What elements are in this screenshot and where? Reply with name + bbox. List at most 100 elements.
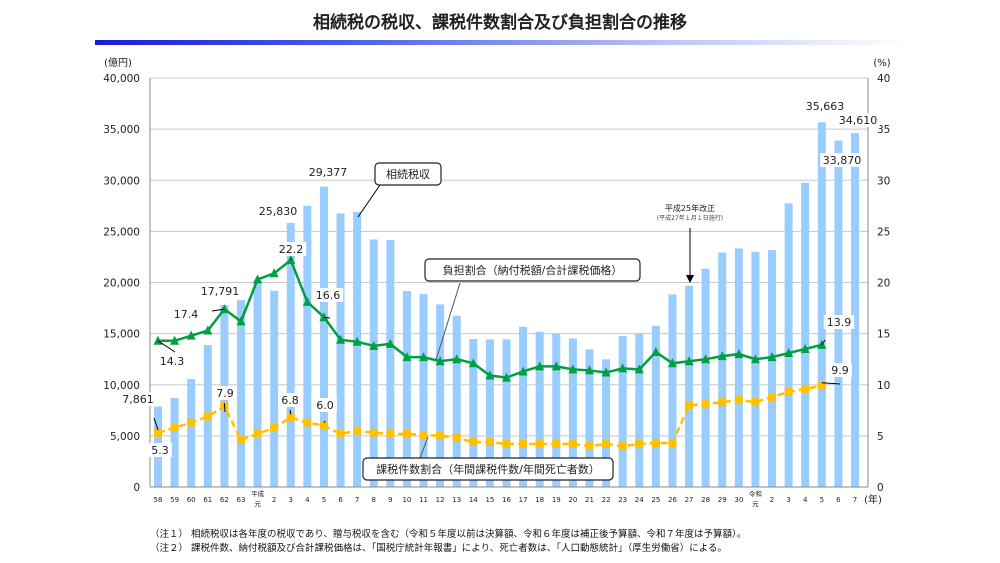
count-ratio-point <box>203 412 212 421</box>
chart-title: 相続税の税収、課税件数割合及び負担割合の推移 <box>313 13 687 33</box>
x-tick-label: 28 <box>701 496 710 504</box>
x-tick-label: 5 <box>322 496 326 504</box>
revenue-callout: 相続税収 <box>386 167 430 181</box>
burden-ratio-point <box>684 356 694 366</box>
count-ratio-data-label-bg <box>148 443 172 457</box>
bar-10 <box>402 291 411 487</box>
x-tick-label: 16 <box>502 496 511 504</box>
x-tick-label: 13 <box>452 496 461 504</box>
count-ratio-point <box>535 440 544 449</box>
bar-23 <box>618 336 627 487</box>
burden-ratio-point <box>385 338 395 348</box>
bar-12 <box>436 304 445 487</box>
x-tick-label: 4 <box>803 496 808 504</box>
count-ratio-point <box>236 435 245 444</box>
burden-ratio-data-label: 17.4 <box>174 308 199 321</box>
x-tick-label: 17 <box>519 496 528 504</box>
count-ratio-point <box>336 429 345 438</box>
left-tick-label: 20,000 <box>103 278 140 290</box>
x-tick-label: 15 <box>485 496 494 504</box>
note-2: （注２） 課税件数、納付税額及び合計課税価格は、「国税庁統計年報書」により、死亡… <box>150 543 727 554</box>
bar-11 <box>419 294 428 487</box>
bar-28 <box>701 268 710 487</box>
bar-6 <box>834 140 843 487</box>
count-ratio-point <box>817 381 826 390</box>
burden-ratio-point <box>502 372 511 382</box>
burden-callout-leader <box>435 282 461 361</box>
bar-17 <box>519 326 528 487</box>
bar-6 <box>336 213 345 487</box>
count-ratio-point <box>319 421 328 430</box>
right-tick-label: 35 <box>877 124 890 136</box>
bar-data-label-bg <box>803 99 847 113</box>
count-ratio-data-label: 9.9 <box>831 364 849 377</box>
bar-7 <box>851 133 859 488</box>
count-ratio-point <box>154 428 162 437</box>
bar-18 <box>535 331 544 487</box>
right-tick-label: 20 <box>877 278 890 290</box>
count-ratio-data-label: 6.0 <box>316 399 334 412</box>
x-tick-label: 29 <box>718 496 727 504</box>
count-label-leader <box>289 409 292 415</box>
burden-ratio-data-label: 13.9 <box>827 316 852 329</box>
right-tick-label: 0 <box>877 482 884 494</box>
burden-ratio-point <box>203 325 213 335</box>
x-tick-label: 3 <box>289 496 293 504</box>
burden-ratio-point <box>319 312 329 322</box>
bar-15 <box>485 339 494 487</box>
bar-data-label: 7,861 <box>122 393 154 406</box>
bar-13 <box>452 315 461 487</box>
bar-9 <box>386 240 395 487</box>
x-tick-label: 21 <box>585 496 594 504</box>
bar-2 <box>768 250 777 487</box>
count-ratio-point <box>386 429 395 438</box>
burden-ratio-point <box>601 367 611 377</box>
burden-ratio-point <box>651 347 661 357</box>
burden-ratio-data-label-bg <box>170 307 202 321</box>
x-tick-label: 5 <box>820 496 824 504</box>
burden-ratio-data-label: 14.3 <box>160 355 185 368</box>
left-axis-unit: (億円) <box>104 56 132 69</box>
count-ratio-data-label-bg <box>313 398 337 412</box>
burden-ratio-point <box>468 358 478 368</box>
x-tick-label: 58 <box>154 496 163 504</box>
burden-ratio-point <box>170 335 180 345</box>
count-ratio-point <box>369 428 378 437</box>
burden-ratio-point <box>302 296 312 306</box>
burden-callout: 負担割合（納付税額/合計課税価格） <box>443 263 623 277</box>
x-tick-label: 元 <box>752 500 759 508</box>
count-ratio-data-label: 6.8 <box>281 394 299 407</box>
count-callout: 課税件数割合（年間課税件数/年間死亡者数） <box>376 462 600 476</box>
count-callout-leader <box>419 436 429 459</box>
count-ratio-point <box>519 440 528 449</box>
count-ratio-point <box>402 429 411 438</box>
count-ratio-point <box>668 439 677 448</box>
count-ratio-point <box>452 433 461 442</box>
bar-data-label-bg <box>198 284 242 298</box>
count-ratio-data-label-bg <box>828 363 852 377</box>
revenue-callout-leader <box>357 184 381 218</box>
x-tick-label: 2 <box>272 496 276 504</box>
x-tick-label: 63 <box>237 496 246 504</box>
x-tick-label: 12 <box>436 496 445 504</box>
x-tick-label: 23 <box>618 496 627 504</box>
burden-ratio-point <box>618 363 628 373</box>
count-ratio-point <box>801 384 810 393</box>
count-ratio-point <box>635 440 644 449</box>
count-ratio-data-label-bg <box>278 393 302 407</box>
x-axis-unit: (年) <box>864 493 882 506</box>
x-tick-label: 25 <box>651 496 660 504</box>
burden-ratio-point <box>352 336 362 346</box>
left-tick-label: 35,000 <box>103 124 140 136</box>
bar-平成元 <box>253 280 262 487</box>
bar-data-label: 29,377 <box>309 166 348 179</box>
title-underline <box>95 40 905 45</box>
bar-data-label-bg <box>119 392 157 406</box>
right-tick-label: 30 <box>877 175 890 187</box>
burden-ratio-point <box>750 354 760 364</box>
bar-14 <box>469 339 478 487</box>
count-ratio-point <box>303 418 312 427</box>
count-label-leader <box>153 417 159 430</box>
bar-26 <box>668 294 677 487</box>
burden-ratio-point <box>734 349 744 359</box>
